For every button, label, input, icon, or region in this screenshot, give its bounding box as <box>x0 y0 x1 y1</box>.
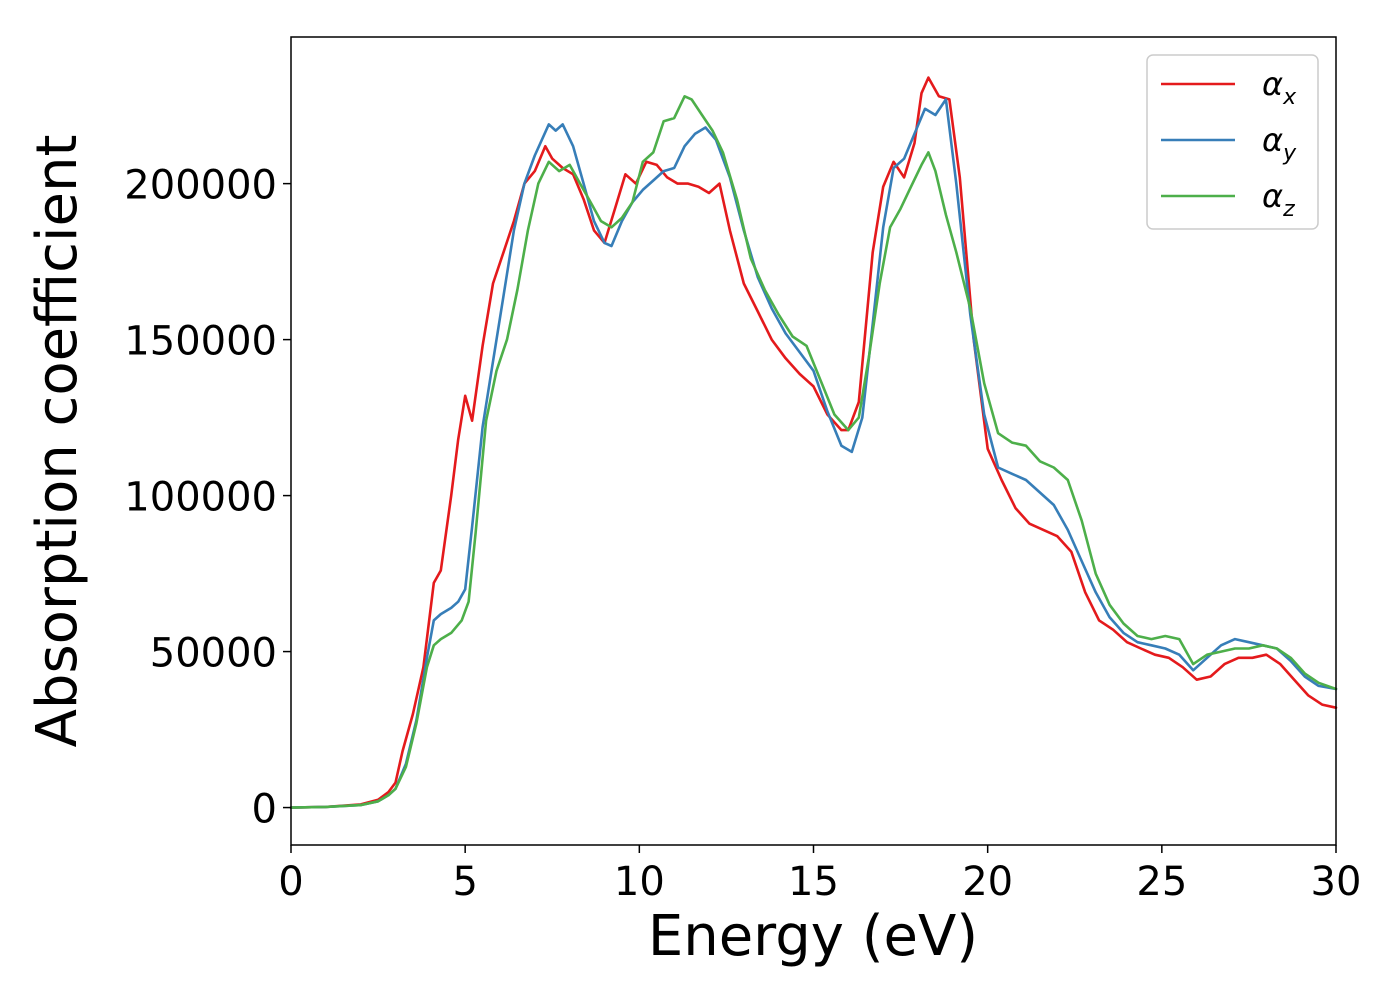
y-tick-label: 50000 <box>150 631 277 677</box>
legend-label-x: αx <box>1262 65 1297 110</box>
legend-box <box>1146 54 1319 230</box>
x-tick-label: 0 <box>278 859 303 905</box>
y-axis-title: Absorption coefficient <box>25 135 90 748</box>
x-axis-title: Energy (eV) <box>648 904 978 969</box>
x-tick-label: 15 <box>788 859 839 905</box>
x-tick-label: 20 <box>962 859 1013 905</box>
legend: αx αy αz <box>1146 54 1319 230</box>
legend-label-y: αy <box>1262 121 1297 166</box>
y-tick-label: 150000 <box>124 319 277 365</box>
legend-label-z: αz <box>1262 177 1295 222</box>
series-line-x <box>289 76 1338 809</box>
x-axis: 0 5 10 15 20 25 30 <box>278 845 1361 905</box>
x-tick-label: 10 <box>614 859 665 905</box>
x-tick-label: 5 <box>452 859 477 905</box>
x-tick-label: 30 <box>1311 859 1362 905</box>
y-tick-label: 200000 <box>124 163 277 209</box>
x-tick-label: 25 <box>1136 859 1187 905</box>
y-tick-label: 0 <box>252 787 277 833</box>
plot-lines <box>289 76 1338 809</box>
y-tick-label: 100000 <box>124 475 277 521</box>
y-axis: 0 50000 100000 150000 200000 <box>124 163 291 833</box>
series-line-y <box>289 98 1338 809</box>
series-line-z <box>289 95 1338 809</box>
